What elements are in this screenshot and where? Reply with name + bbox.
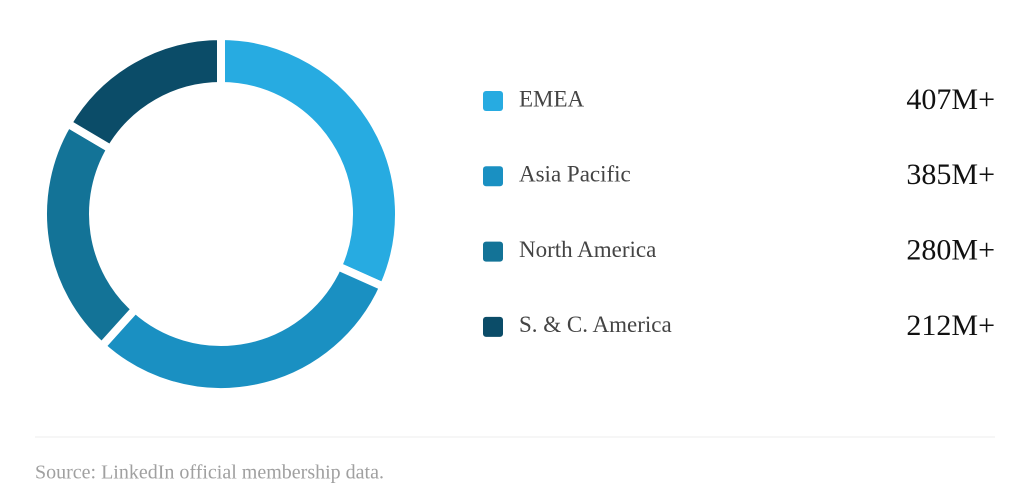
- legend-label: EMEA: [519, 86, 585, 111]
- value-label: 385M+: [906, 158, 995, 191]
- donut-segment: [217, 31, 403, 293]
- legend-swatch: [483, 166, 503, 187]
- donut-segment: [96, 261, 389, 396]
- legend-label: North America: [519, 237, 656, 262]
- value-label: 407M+: [906, 83, 995, 116]
- legend-swatch: [483, 91, 503, 111]
- legend-swatch: [483, 241, 503, 262]
- legend-label: S. & C. America: [519, 312, 672, 337]
- value-label: 280M+: [906, 233, 995, 266]
- legend-swatch: [483, 316, 503, 337]
- value-label: 212M+: [906, 309, 995, 342]
- legend-label: Asia Pacific: [519, 162, 631, 187]
- donut-segment: [39, 118, 141, 352]
- source: Source: LinkedIn official membership dat…: [35, 462, 384, 484]
- donut-segment: [62, 31, 225, 155]
